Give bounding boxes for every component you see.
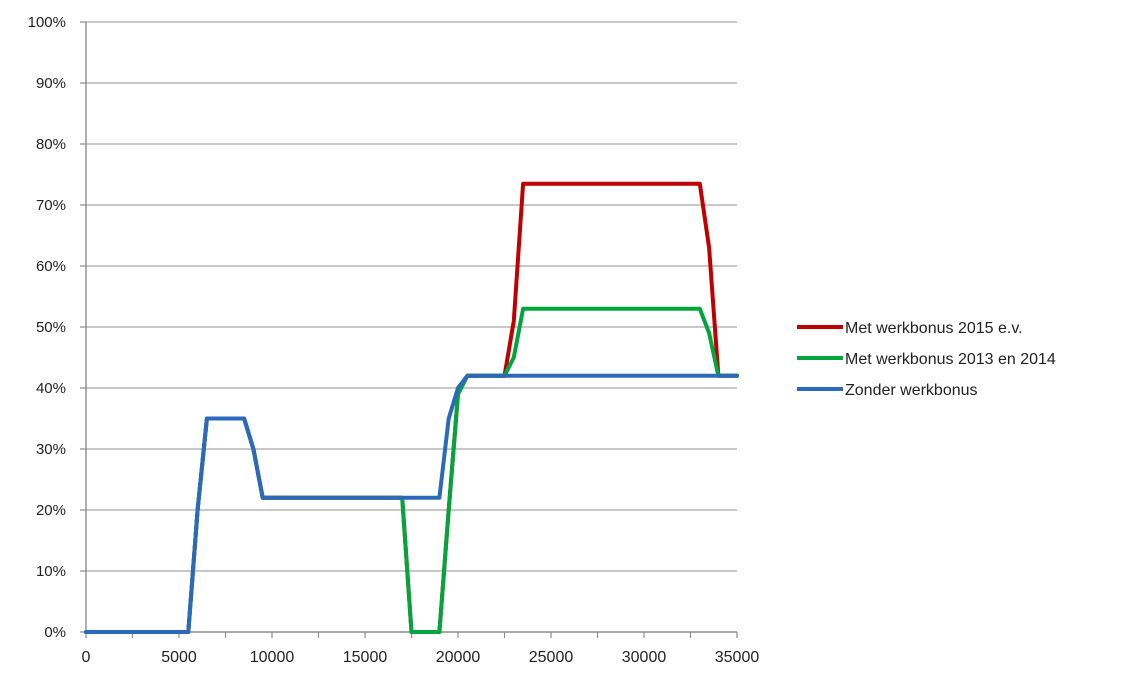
y-tick-label: 10%: [36, 563, 66, 580]
series-line-2: [84, 306, 739, 634]
axes: 0% 10% 20% 30% 40% 50% 60% 70% 80% 90% 100% 0 5000 10…: [28, 14, 760, 666]
x-tick-label: 0: [82, 649, 91, 666]
x-tick-label: 25000: [529, 649, 574, 666]
gridlines: [86, 21, 737, 572]
y-tick-label: 0%: [44, 624, 66, 641]
y-tick-label: 40%: [36, 380, 66, 397]
y-tick-label: 50%: [36, 319, 66, 336]
y-tick-label: 30%: [36, 441, 66, 458]
legend-label-3: Zonder werkbonus: [845, 382, 978, 399]
series-line-3: [84, 373, 739, 634]
legend-label-2: Met werkbonus 2013 en 2014: [845, 351, 1056, 368]
series-line-1: [84, 181, 739, 634]
x-tick-label: 20000: [436, 649, 481, 666]
y-tick-label: 20%: [36, 502, 66, 519]
y-tick-label: 90%: [36, 75, 66, 92]
legend-label-1: Met werkbonus 2015 e.v.: [845, 320, 1023, 337]
y-tick-label: 70%: [36, 197, 66, 214]
y-tick-label: 60%: [36, 258, 66, 275]
x-tick-label: 15000: [343, 649, 388, 666]
series-lines: [84, 181, 739, 634]
x-tick-label: 30000: [622, 649, 667, 666]
x-tick-label: 5000: [161, 649, 197, 666]
x-tick-label: 10000: [250, 649, 295, 666]
y-tick-label: 80%: [36, 136, 66, 153]
legend: Met werkbonus 2015 e.v. Met werkbonus 201…: [797, 320, 1056, 399]
x-tick-label: 35000: [715, 649, 760, 666]
y-tick-label: 100%: [28, 14, 66, 31]
